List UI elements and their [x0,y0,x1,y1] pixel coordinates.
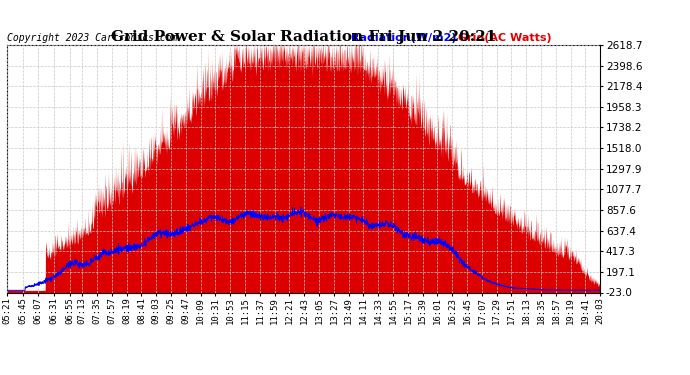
Text: Copyright 2023 Cartronics.com: Copyright 2023 Cartronics.com [7,33,177,42]
Text: Grid(AC Watts): Grid(AC Watts) [458,33,551,42]
Text: Radiation(W/m2): Radiation(W/m2) [351,33,457,42]
Title: Grid Power & Solar Radiation Fri Jun 2 20:21: Grid Power & Solar Radiation Fri Jun 2 2… [111,30,496,44]
